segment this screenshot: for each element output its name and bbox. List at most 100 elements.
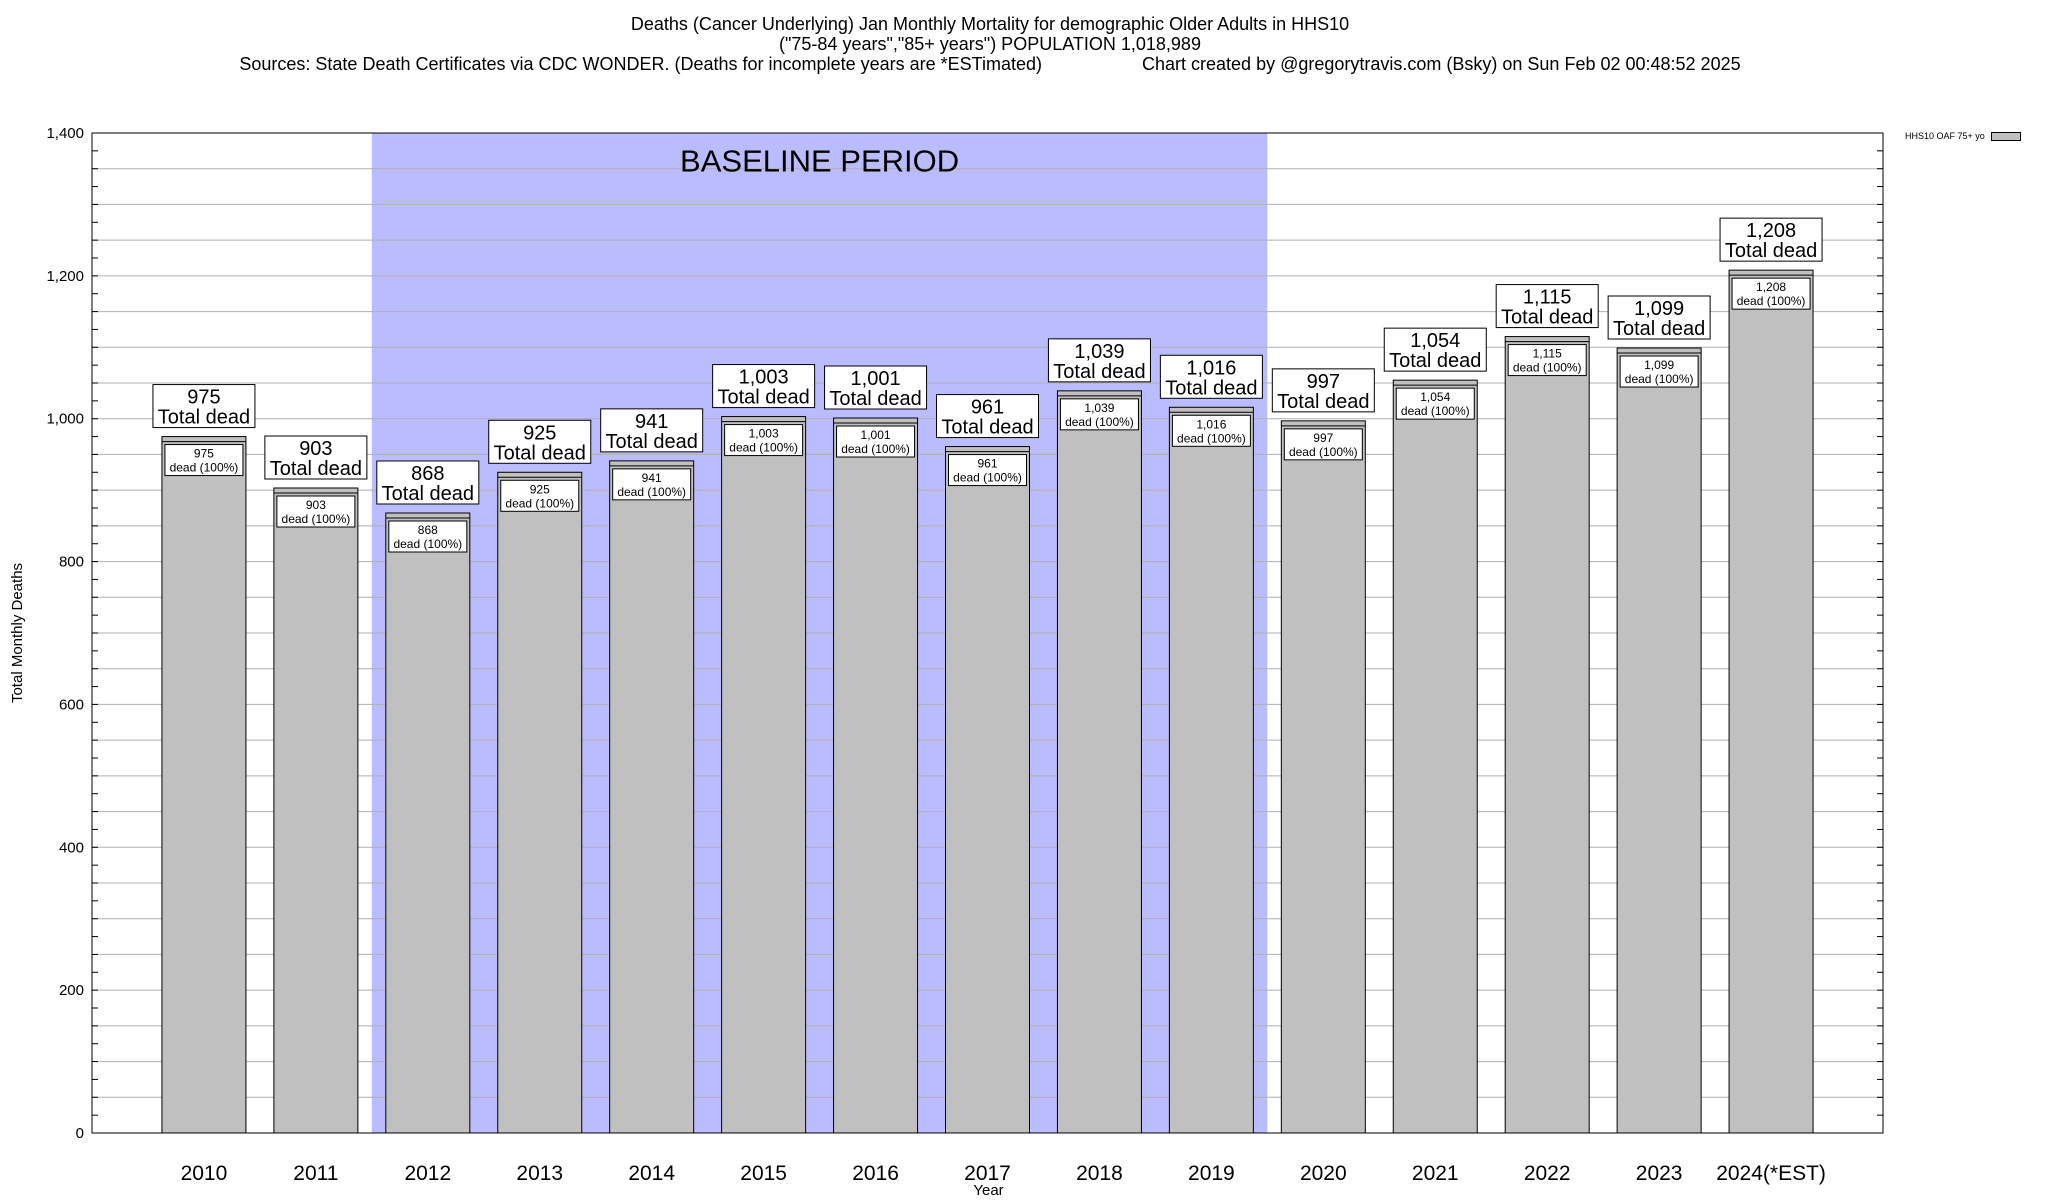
inner-label-box — [948, 454, 1027, 487]
top-value-label: 1,099 — [1634, 298, 1684, 320]
top-total-label: Total dead — [1389, 350, 1481, 372]
x-tick-label: 2013 — [516, 1162, 563, 1185]
x-tick-label: 2010 — [181, 1162, 228, 1185]
y-tick-label: 1,000 — [46, 411, 84, 428]
top-total-label: Total dead — [1277, 391, 1369, 413]
top-value-label: 1,003 — [739, 367, 789, 389]
bar — [273, 487, 359, 1134]
y-tick-label: 1,400 — [46, 125, 84, 142]
top-label-box — [1383, 327, 1487, 372]
inner-label-box — [612, 468, 692, 501]
top-label-box — [1607, 295, 1711, 340]
bar — [1392, 379, 1478, 1134]
inner-label-box — [164, 444, 244, 477]
top-value-label: 997 — [1307, 371, 1340, 393]
top-label-box — [1495, 284, 1599, 329]
top-value-label: 925 — [523, 422, 556, 444]
top-total-label: Total dead — [1501, 307, 1593, 329]
top-value-label: 1,208 — [1746, 220, 1796, 242]
inner-label-box — [1731, 277, 1811, 310]
bar — [721, 416, 807, 1134]
top-label-box — [152, 384, 256, 429]
x-tick-label: 2020 — [1300, 1162, 1347, 1185]
inner-label-box — [388, 520, 468, 553]
x-tick-label: 2016 — [852, 1162, 899, 1185]
top-value-label: 1,001 — [851, 368, 901, 390]
inner-value-label: 975 — [194, 447, 214, 461]
y-tick-label: 800 — [59, 554, 84, 571]
top-total-label: Total dead — [494, 442, 586, 464]
inner-percent-label: dead (100%) — [617, 485, 686, 499]
inner-percent-label: dead (100%) — [1401, 404, 1470, 418]
inner-percent-label: dead (100%) — [1065, 415, 1134, 429]
inner-value-label: 961 — [977, 457, 997, 471]
y-tick-label: 600 — [59, 696, 84, 713]
chart-subtitle: ("75-84 years","85+ years") POPULATION 1… — [779, 34, 1201, 54]
plot-frame — [91, 132, 1884, 1134]
bar — [497, 471, 583, 1134]
top-label-box — [1159, 354, 1263, 399]
inner-label-box — [1507, 344, 1587, 377]
top-total-label: Total dead — [606, 431, 698, 453]
x-tick-label: 2022 — [1524, 1162, 1571, 1185]
top-total-label: Total dead — [1725, 240, 1817, 262]
top-total-label: Total dead — [1613, 318, 1705, 340]
inner-percent-label: dead (100%) — [393, 537, 462, 551]
inner-percent-label: dead (100%) — [282, 512, 351, 526]
top-value-label: 1,115 — [1523, 287, 1572, 309]
inner-percent-label: dead (100%) — [1737, 294, 1806, 308]
inner-percent-label: dead (100%) — [841, 442, 910, 456]
top-value-label: 1,039 — [1074, 341, 1124, 363]
x-tick-label: 2024(*EST) — [1716, 1162, 1826, 1185]
x-tick-label: 2017 — [964, 1162, 1011, 1185]
top-label-box — [376, 460, 480, 505]
chart-header: Deaths (Cancer Underlying) Jan Monthly M… — [0, 14, 1980, 74]
chart-sources-line: Sources: State Death Certificates via CD… — [0, 54, 1980, 74]
inner-value-label: 1,003 — [749, 427, 779, 441]
inner-value-label: 1,054 — [1420, 390, 1450, 404]
legend: HHS10 OAF 75+ yo — [1905, 131, 2021, 141]
top-total-label: Total dead — [382, 483, 474, 505]
inner-value-label: 1,016 — [1196, 417, 1226, 431]
inner-percent-label: dead (100%) — [1625, 372, 1694, 386]
top-total-label: Total dead — [270, 458, 362, 480]
inner-percent-label: dead (100%) — [170, 461, 239, 475]
inner-percent-label: dead (100%) — [953, 471, 1022, 485]
inner-value-label: 1,039 — [1084, 401, 1114, 415]
top-value-label: 975 — [187, 387, 220, 409]
inner-value-label: 925 — [530, 482, 550, 496]
inner-percent-label: dead (100%) — [505, 496, 574, 510]
bar — [1728, 269, 1814, 1134]
top-label-box — [1271, 368, 1375, 413]
top-label-box — [1047, 338, 1151, 383]
top-label-box — [936, 394, 1039, 439]
x-axis-label: Year — [973, 1182, 1003, 1199]
x-tick-label: 2018 — [1076, 1162, 1123, 1185]
top-label-box — [488, 419, 592, 464]
chart-title: Deaths (Cancer Underlying) Jan Monthly M… — [630, 14, 1350, 34]
inner-label-box — [1059, 398, 1139, 431]
y-axis-label: Total Monthly Deaths — [9, 563, 26, 703]
top-total-label: Total dead — [1165, 377, 1257, 399]
inner-label-box — [724, 424, 804, 457]
legend-swatch — [1990, 131, 2021, 141]
inner-label-box — [1171, 414, 1251, 447]
inner-percent-label: dead (100%) — [1177, 431, 1246, 445]
inner-percent-label: dead (100%) — [1513, 361, 1582, 375]
inner-value-label: 997 — [1313, 431, 1333, 445]
inner-percent-label: dead (100%) — [729, 441, 798, 455]
inner-label-box — [1395, 387, 1475, 420]
top-total-label: Total dead — [717, 387, 809, 409]
top-label-box — [264, 435, 368, 480]
inner-value-label: 1,001 — [861, 428, 891, 442]
top-value-label: 1,016 — [1186, 357, 1236, 379]
inner-value-label: 903 — [306, 498, 326, 512]
top-total-label: Total dead — [829, 388, 921, 410]
x-tick-label: 2012 — [404, 1162, 451, 1185]
bar — [833, 417, 919, 1134]
x-tick-label: 2011 — [293, 1162, 338, 1185]
top-value-label: 961 — [971, 397, 1004, 419]
inner-label-box — [1619, 355, 1699, 388]
inner-label-box — [836, 425, 916, 458]
